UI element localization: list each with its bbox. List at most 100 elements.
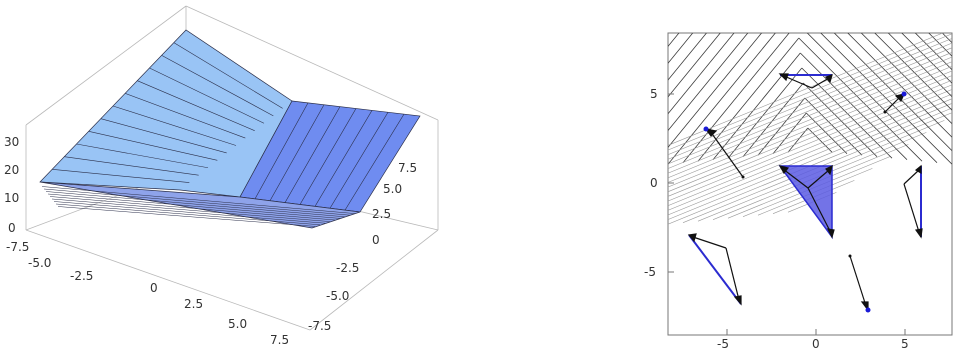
- contour-line: [668, 42, 952, 160]
- contour-y-axis-ticks: 5 0 -5: [644, 87, 658, 279]
- contour-y-tick-0: 0: [650, 176, 658, 190]
- x-tick-2: -5.0: [28, 256, 51, 270]
- contour-line: [914, 33, 952, 71]
- surface-contour: [45, 191, 346, 218]
- z-tick-30: 30: [4, 135, 19, 149]
- vector-arrows: [687, 73, 923, 312]
- surface-contour: [43, 188, 351, 216]
- contour-line: [668, 38, 952, 155]
- surface-contour: [254, 102, 309, 200]
- contour-line: [787, 127, 809, 153]
- dot: [901, 91, 907, 97]
- surface-contour: [57, 206, 316, 227]
- contour-line: [887, 33, 952, 98]
- contour-line: [668, 103, 952, 220]
- surface-y-axis-ticks: 7.5 5.0 2.5 0 -2.5 -5.0 -7.5: [308, 161, 417, 333]
- triangle-left: [688, 234, 742, 305]
- contour-line: [668, 89, 952, 206]
- surface-contour: [149, 67, 265, 124]
- contour-line: [806, 33, 938, 163]
- surface-contour: [269, 104, 325, 201]
- contour-plot: 5 0 -5 -5 0 5: [644, 32, 953, 349]
- surface-contour: [125, 93, 246, 139]
- surface-contour: [161, 55, 274, 117]
- surface-z-axis-ticks: 0 10 20 30: [4, 135, 19, 235]
- surface-contour: [314, 110, 373, 207]
- contour-line: [833, 33, 952, 152]
- y-tick-2: 5.0: [383, 182, 402, 196]
- surface-contour: [47, 193, 341, 219]
- surface-contour: [49, 196, 336, 221]
- x-tick-1: -7.5: [6, 240, 29, 254]
- surface-contour: [299, 108, 357, 205]
- contour-line: [798, 37, 923, 162]
- y-tick-3: 2.5: [372, 207, 391, 221]
- contour-line: [697, 37, 800, 162]
- contour-line: [668, 33, 776, 165]
- contour-line: [668, 93, 952, 211]
- contour-line: [804, 97, 863, 156]
- z-tick-20: 20: [4, 163, 19, 177]
- contour-x-tick-neg5: -5: [717, 337, 729, 349]
- surface-contour-lines: [41, 42, 405, 227]
- contour-line: [668, 33, 763, 148]
- contour-line: [668, 61, 952, 179]
- z-tick-0: 0: [8, 221, 16, 235]
- contour-line: [806, 112, 848, 154]
- dot: [865, 307, 871, 313]
- contour-y-tick-5: 5: [650, 87, 658, 101]
- x-tick-3: -2.5: [70, 269, 93, 283]
- contour-line: [727, 67, 803, 159]
- contour-y-tick-neg5: -5: [644, 265, 656, 279]
- contour-line: [901, 33, 952, 84]
- surface-contour: [137, 80, 255, 131]
- surface-contour: [76, 143, 209, 169]
- surface-contour: [41, 186, 356, 214]
- surface-contour: [64, 156, 199, 176]
- dot: [703, 126, 709, 132]
- contour-line: [668, 70, 952, 188]
- contour-line: [668, 107, 952, 225]
- surface-contour: [55, 203, 321, 226]
- contour-line: [847, 33, 952, 138]
- vector-dots: [703, 91, 907, 313]
- contour-line: [668, 65, 952, 183]
- y-tick-5: -2.5: [336, 261, 359, 275]
- contour-ticks: [668, 93, 906, 335]
- contour-x-tick-5: 5: [901, 337, 909, 349]
- contour-x-axis-ticks: -5 0 5: [717, 337, 909, 349]
- contour-line: [772, 112, 807, 154]
- contour-lines: [668, 33, 952, 225]
- dot-tail: [741, 175, 745, 179]
- contour-line: [742, 82, 804, 157]
- surface-contour: [51, 198, 331, 222]
- y-tick-7: -7.5: [308, 319, 331, 333]
- y-tick-1: 7.5: [398, 161, 417, 175]
- surface-plot: 0 10 20 30 -7.5 -5.0 -2.5 0 2.5 5.0 7.5 …: [4, 5, 439, 347]
- x-tick-4: 0: [150, 281, 158, 295]
- contour-line: [668, 98, 952, 216]
- surface-contour: [112, 105, 237, 146]
- x-tick-7: 7.5: [270, 333, 289, 347]
- x-tick-6: 5.0: [228, 317, 247, 331]
- surface-contour: [53, 201, 326, 224]
- contour-line: [668, 75, 952, 193]
- contour-line: [807, 127, 833, 153]
- surface-contour: [284, 106, 341, 203]
- surface-contour: [88, 131, 218, 161]
- contour-line: [668, 33, 735, 115]
- surface-contour: [100, 118, 227, 154]
- contour-line: [860, 33, 952, 125]
- x-tick-5: 2.5: [184, 297, 203, 311]
- contour-line: [803, 82, 878, 157]
- contour-line: [668, 33, 952, 151]
- dot-tail: [848, 254, 852, 258]
- surface-x-axis-ticks: -7.5 -5.0 -2.5 0 2.5 5.0 7.5: [6, 240, 289, 347]
- contour-line: [668, 33, 721, 98]
- surface-contour: [329, 112, 389, 209]
- contour-line: [668, 33, 694, 64]
- contour-line: [668, 84, 952, 202]
- surface-contour: [173, 42, 283, 109]
- contour-x-tick-0: 0: [812, 337, 820, 349]
